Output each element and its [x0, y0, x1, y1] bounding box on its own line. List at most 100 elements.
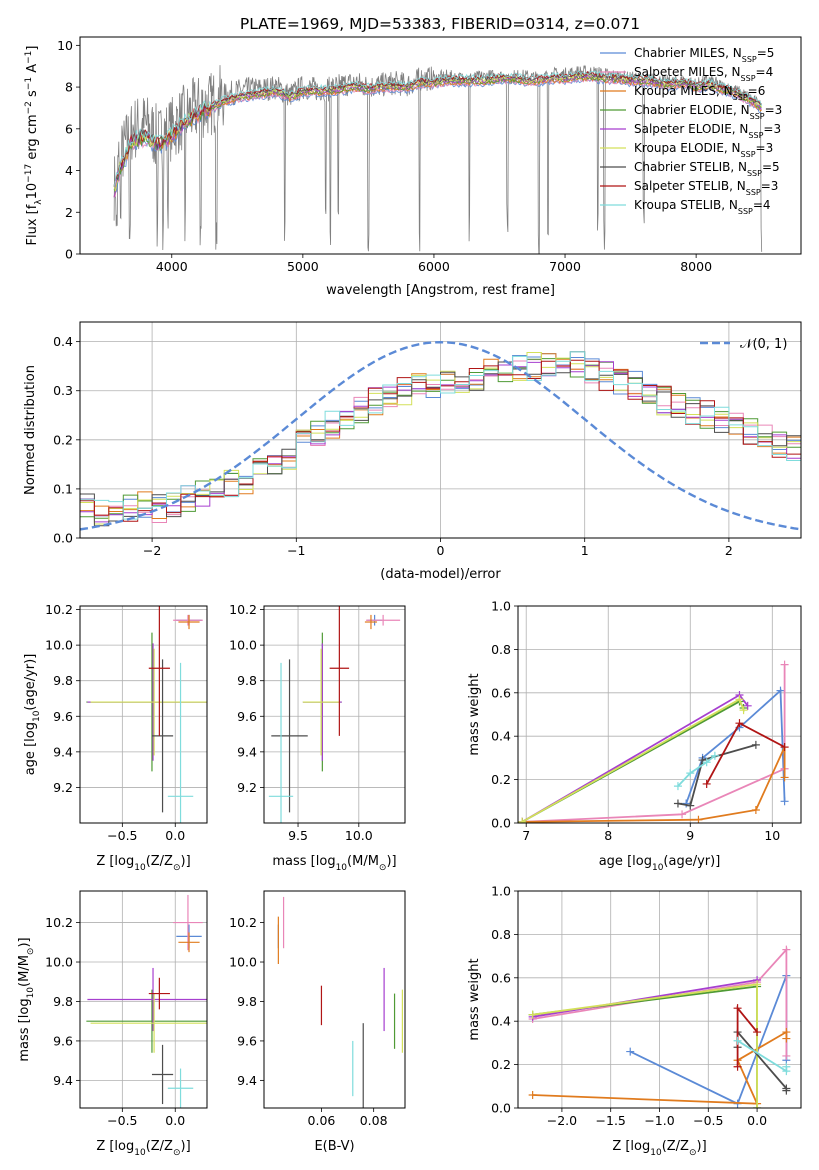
weight_vs_Z-panel: −2.0 −1.5 −1.0 −0.5 0.0 0.0 0.2 0.4 0.6 0.8 1.0 Z […	[467, 884, 802, 1158]
y-tick-label: 9.8	[237, 673, 257, 688]
x-axis-label-part: Z [log	[96, 854, 134, 869]
y-axis-label-part: λ	[34, 199, 44, 205]
y-tick-label: 1.0	[491, 884, 511, 899]
x-tick-label: 7	[522, 828, 530, 843]
x-axis-label-part: ⊙	[173, 863, 181, 873]
x-axis-label-part: )]	[181, 854, 191, 869]
histogram-series-line	[80, 352, 801, 525]
y-axis-label-part: age [log	[23, 722, 38, 775]
y-tick-label: 0.0	[491, 816, 511, 831]
legend-label-sub: SSP	[750, 112, 765, 121]
weight-marker	[673, 799, 682, 808]
x-tick-label: 7000	[549, 259, 581, 274]
legend-label-text: Kroupa MILES, N	[634, 84, 733, 98]
y-tick-label: 0.1	[53, 481, 73, 496]
y-tick-label: 10.0	[229, 638, 257, 653]
x-tick-label: 0.0	[165, 1113, 185, 1128]
y-axis-label-part: Flux [f	[25, 204, 40, 245]
legend-label: Salpeter STELIB, NSSP=3	[634, 179, 778, 197]
y-tick-label: 10.2	[45, 602, 73, 617]
x-tick-label: 0.08	[360, 1113, 388, 1128]
y-tick-label: 0.6	[491, 970, 511, 985]
weight-marker	[710, 751, 719, 760]
x-axis-label-part: Z [log	[612, 1139, 650, 1154]
y-axis-label: mass weight	[467, 958, 482, 1040]
weight-marker	[780, 743, 789, 752]
weight-marker	[518, 817, 527, 823]
normal-curve	[80, 340, 801, 531]
weight-marker	[782, 1051, 791, 1060]
y-tick-label: 10.0	[45, 955, 73, 970]
x-axis-label-part: 10	[650, 1148, 662, 1158]
legend-label-tail: =4	[756, 65, 774, 79]
y-tick-label: 0.6	[491, 685, 511, 700]
legend-label-sub: SSP	[738, 207, 753, 216]
legend-label-text: Chabrier ELODIE, N	[634, 103, 750, 117]
legend-label-sub: SSP	[748, 131, 763, 140]
legend-label: Chabrier STELIB, NSSP=5	[634, 160, 780, 178]
weight-marker	[678, 810, 687, 819]
x-tick-label: −2.0	[547, 1113, 577, 1128]
weight-line	[532, 979, 758, 1018]
y-tick-label: 0	[65, 247, 73, 262]
legend-label: Chabrier ELODIE, NSSP=3	[634, 103, 782, 121]
x-tick-label: 0.0	[165, 828, 185, 843]
weight-marker	[780, 773, 789, 782]
residuals-panel: −2 −1 0 1 2 0.0 0.1 0.2 0.3 0.4 (data-model)/error…	[23, 321, 802, 582]
axes-frame	[517, 890, 802, 1109]
weight-marker	[733, 1062, 742, 1071]
y-axis-label-part: A	[25, 64, 40, 77]
y-axis-label-part: erg cm	[25, 114, 40, 163]
y-tick-label: 0.2	[491, 1057, 511, 1072]
histogram-series-line	[80, 361, 801, 523]
weight-line	[532, 983, 758, 1108]
x-axis-label: E(B-V)	[314, 1139, 354, 1154]
x-axis-label-part: Z [log	[96, 1139, 134, 1154]
y-tick-label: 4	[65, 163, 73, 178]
axes-frame	[79, 890, 208, 1109]
legend-label: Chabrier MILES, NSSP=5	[634, 46, 774, 64]
y-tick-label: 10.2	[229, 602, 257, 617]
y-tick-label: 9.6	[53, 1033, 73, 1048]
y-tick-label: 9.8	[53, 994, 73, 1009]
y-axis-label-part: −1	[24, 51, 34, 64]
weight-marker	[780, 797, 789, 806]
x-axis-label-part: )]	[181, 1139, 191, 1154]
legend-label-tail: =5	[757, 46, 775, 60]
y-tick-label: 9.4	[53, 1073, 73, 1088]
x-tick-label: −1.5	[596, 1113, 626, 1128]
legend-label-text: Kroupa STELIB, N	[634, 198, 738, 212]
legend-label-sub: SSP	[746, 188, 761, 197]
x-axis-label: mass [log10(M/M⊙)]	[272, 854, 396, 873]
axes-frame	[79, 605, 208, 824]
histogram-series-line	[80, 351, 801, 527]
x-axis-label-part: E(B-V)	[314, 1139, 354, 1154]
y-tick-label: 0.3	[53, 383, 73, 398]
y-tick-label: 0.8	[491, 927, 511, 942]
y-tick-label: 9.8	[237, 994, 257, 1009]
y-tick-label: 0.0	[53, 531, 73, 546]
y-axis-label: mass weight	[467, 673, 482, 755]
x-axis-label-part: age [log	[599, 854, 652, 869]
y-axis-label-part: (age/yr)]	[23, 654, 38, 711]
axes-frame	[263, 890, 406, 1109]
y-axis-label-part: )]	[17, 937, 32, 947]
x-axis-label: Z [log10(Z/Z⊙)]	[612, 1139, 706, 1158]
legend-label-tail: =3	[761, 179, 779, 193]
x-axis-label-part: )]	[386, 854, 396, 869]
weight-marker	[776, 686, 785, 695]
x-tick-label: −0.5	[107, 1113, 137, 1128]
y-axis-label-part: (M/M	[17, 955, 32, 987]
y-tick-label: 0.0	[491, 1101, 511, 1116]
y-tick-label: 9.4	[53, 744, 73, 759]
weight-marker	[735, 719, 744, 728]
x-axis-label-part: (Z/Z	[146, 1139, 173, 1154]
y-axis-label: mass [log10(M/M⊙)]	[17, 937, 36, 1061]
x-axis-label: age [log10(age/yr)]	[599, 854, 721, 873]
x-tick-label: 9.5	[288, 828, 308, 843]
y-tick-label: 9.6	[237, 709, 257, 724]
weight-line	[685, 688, 786, 804]
weight-marker	[686, 769, 695, 778]
